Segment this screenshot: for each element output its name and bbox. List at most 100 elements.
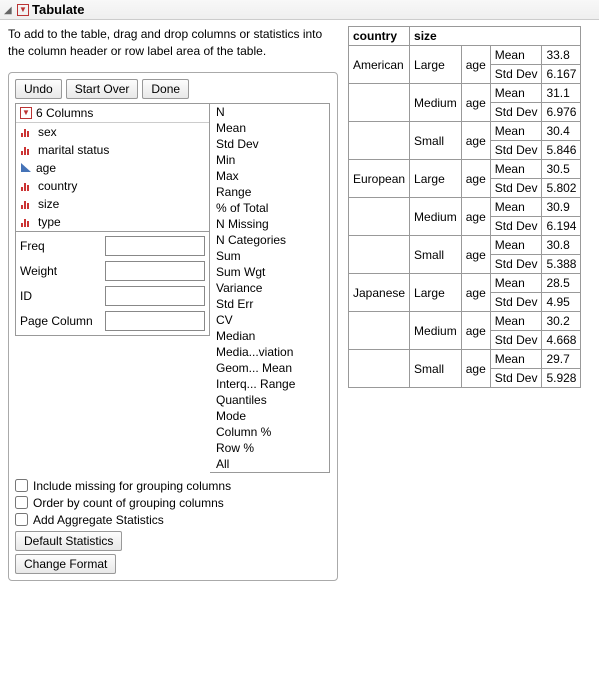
- control-box: Undo Start Over Done ▼ 6 Columns sex mari…: [8, 72, 338, 581]
- include-missing-checkbox[interactable]: [15, 479, 28, 492]
- stat-item-cv[interactable]: CV: [210, 312, 329, 328]
- cell-stddev: 4.95: [542, 293, 581, 312]
- stat-item-n[interactable]: N: [210, 104, 329, 120]
- stat-item-min[interactable]: Min: [210, 152, 329, 168]
- cell-stat-label: Std Dev: [490, 331, 542, 350]
- column-label: sex: [38, 125, 57, 139]
- cell-mean: 30.9: [542, 198, 581, 217]
- cell-stat-label: Mean: [490, 198, 542, 217]
- table-row: SmallageMean30.8: [349, 236, 581, 255]
- nominal-icon: [21, 199, 33, 209]
- add-aggregate-checkbox-row[interactable]: Add Aggregate Statistics: [15, 513, 331, 527]
- table-row: MediumageMean30.9: [349, 198, 581, 217]
- red-triangle-menu[interactable]: ▼: [17, 4, 29, 16]
- column-item-country[interactable]: country: [16, 177, 209, 195]
- cell-var: age: [461, 198, 490, 236]
- columns-count-label: 6 Columns: [36, 106, 93, 120]
- change-format-button[interactable]: Change Format: [15, 554, 116, 574]
- cell-var: age: [461, 46, 490, 84]
- done-button[interactable]: Done: [142, 79, 189, 99]
- cell-stat-label: Mean: [490, 46, 542, 65]
- stat-item-quantiles[interactable]: Quantiles: [210, 392, 329, 408]
- column-item-size[interactable]: size: [16, 195, 209, 213]
- order-by-count-checkbox[interactable]: [15, 496, 28, 509]
- panel-header: ◢ ▼ Tabulate: [0, 0, 599, 20]
- page-column-input[interactable]: [105, 311, 205, 331]
- order-by-count-checkbox-row[interactable]: Order by count of grouping columns: [15, 496, 331, 510]
- cell-country: [349, 236, 410, 274]
- freq-label: Freq: [20, 239, 105, 253]
- cell-var: age: [461, 122, 490, 160]
- stat-item-median[interactable]: Median: [210, 328, 329, 344]
- column-label: size: [38, 197, 59, 211]
- stat-item-n-categories[interactable]: N Categories: [210, 232, 329, 248]
- column-item-age[interactable]: age: [16, 159, 209, 177]
- stat-item-media-viation[interactable]: Media...viation: [210, 344, 329, 360]
- column-item-type[interactable]: type: [16, 213, 209, 231]
- include-missing-checkbox-row[interactable]: Include missing for grouping columns: [15, 479, 331, 493]
- table-row: JapaneseLargeageMean28.5: [349, 274, 581, 293]
- columns-menu-icon[interactable]: ▼: [20, 107, 32, 119]
- weight-input[interactable]: [105, 261, 205, 281]
- cell-country: [349, 84, 410, 122]
- stat-item-interq-range[interactable]: Interq... Range: [210, 376, 329, 392]
- undo-button[interactable]: Undo: [15, 79, 62, 99]
- cell-country: Japanese: [349, 274, 410, 312]
- stat-item-sum-wgt[interactable]: Sum Wgt: [210, 264, 329, 280]
- cell-var: age: [461, 274, 490, 312]
- id-input[interactable]: [105, 286, 205, 306]
- disclosure-icon[interactable]: ◢: [4, 5, 14, 15]
- cell-stddev: 6.167: [542, 65, 581, 84]
- freq-input[interactable]: [105, 236, 205, 256]
- stat-item-mode[interactable]: Mode: [210, 408, 329, 424]
- nominal-icon: [21, 145, 33, 155]
- cell-mean: 30.2: [542, 312, 581, 331]
- instructions-text: To add to the table, drag and drop colum…: [8, 26, 338, 60]
- cell-stat-label: Std Dev: [490, 103, 542, 122]
- cell-stat-label: Mean: [490, 122, 542, 141]
- continuous-icon: [21, 163, 31, 172]
- fields-panel: Freq Weight ID Page Column: [15, 232, 210, 336]
- cell-var: age: [461, 160, 490, 198]
- results-table: country size AmericanLargeageMean33.8Std…: [348, 26, 581, 388]
- column-label: marital status: [38, 143, 109, 157]
- cell-size: Medium: [410, 84, 462, 122]
- header-size: size: [410, 27, 581, 46]
- stat-item-column-[interactable]: Column %: [210, 424, 329, 440]
- cell-stat-label: Std Dev: [490, 141, 542, 160]
- id-label: ID: [20, 289, 105, 303]
- cell-stat-label: Mean: [490, 350, 542, 369]
- columns-header[interactable]: ▼ 6 Columns: [16, 104, 209, 123]
- cell-stddev: 5.846: [542, 141, 581, 160]
- column-item-marital-status[interactable]: marital status: [16, 141, 209, 159]
- nominal-icon: [21, 181, 33, 191]
- stat-item-max[interactable]: Max: [210, 168, 329, 184]
- table-row: EuropeanLargeageMean30.5: [349, 160, 581, 179]
- cell-var: age: [461, 312, 490, 350]
- start-over-button[interactable]: Start Over: [66, 79, 139, 99]
- add-aggregate-checkbox[interactable]: [15, 513, 28, 526]
- stat-item-std-err[interactable]: Std Err: [210, 296, 329, 312]
- stat-item-row-[interactable]: Row %: [210, 440, 329, 456]
- stat-item-mean[interactable]: Mean: [210, 120, 329, 136]
- stat-item-n-missing[interactable]: N Missing: [210, 216, 329, 232]
- header-country: country: [349, 27, 410, 46]
- stat-item-sum[interactable]: Sum: [210, 248, 329, 264]
- cell-stat-label: Mean: [490, 236, 542, 255]
- cell-size: Medium: [410, 312, 462, 350]
- stat-item-geom-mean[interactable]: Geom... Mean: [210, 360, 329, 376]
- stat-item-range[interactable]: Range: [210, 184, 329, 200]
- include-missing-label: Include missing for grouping columns: [33, 479, 231, 493]
- cell-size: Small: [410, 350, 462, 388]
- cell-country: [349, 350, 410, 388]
- order-by-count-label: Order by count of grouping columns: [33, 496, 224, 510]
- stat-item-variance[interactable]: Variance: [210, 280, 329, 296]
- default-statistics-button[interactable]: Default Statistics: [15, 531, 122, 551]
- table-row: MediumageMean30.2: [349, 312, 581, 331]
- stat-item--of-total[interactable]: % of Total: [210, 200, 329, 216]
- cell-stddev: 6.976: [542, 103, 581, 122]
- stat-item-all[interactable]: All: [210, 456, 329, 472]
- cell-stat-label: Std Dev: [490, 217, 542, 236]
- column-item-sex[interactable]: sex: [16, 123, 209, 141]
- stat-item-std-dev[interactable]: Std Dev: [210, 136, 329, 152]
